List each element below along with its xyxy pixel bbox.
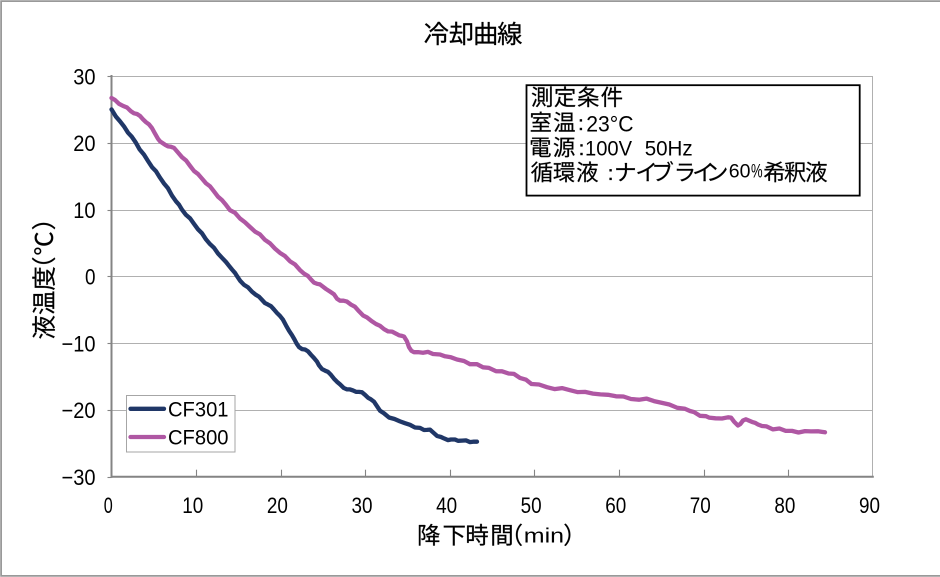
svg-text:−20: −20 (62, 398, 96, 423)
svg-text:60: 60 (605, 493, 626, 518)
svg-text:23°C: 23°C (586, 111, 633, 136)
svg-text:10: 10 (182, 493, 203, 518)
svg-text:%: % (751, 161, 763, 183)
svg-text:40: 40 (436, 493, 457, 518)
svg-text:30: 30 (73, 64, 95, 89)
svg-text:80: 80 (774, 493, 795, 518)
svg-text:CF301: CF301 (168, 398, 229, 421)
svg-text:100V: 100V (585, 138, 632, 161)
svg-text:0: 0 (85, 265, 96, 290)
svg-text:−30: −30 (62, 465, 96, 490)
svg-text:60: 60 (729, 161, 751, 183)
svg-text:min: min (524, 524, 564, 547)
svg-text:30: 30 (352, 493, 373, 518)
svg-text:10: 10 (73, 198, 95, 223)
svg-text:70: 70 (690, 493, 711, 518)
svg-text:20: 20 (267, 493, 288, 518)
svg-text:CF800: CF800 (168, 427, 229, 450)
svg-text:−10: −10 (62, 331, 96, 356)
svg-text:20: 20 (73, 131, 95, 156)
svg-text:50: 50 (521, 493, 542, 518)
svg-text:0: 0 (104, 493, 113, 518)
svg-text:90: 90 (859, 493, 880, 518)
svg-text:50Hz: 50Hz (645, 137, 693, 161)
